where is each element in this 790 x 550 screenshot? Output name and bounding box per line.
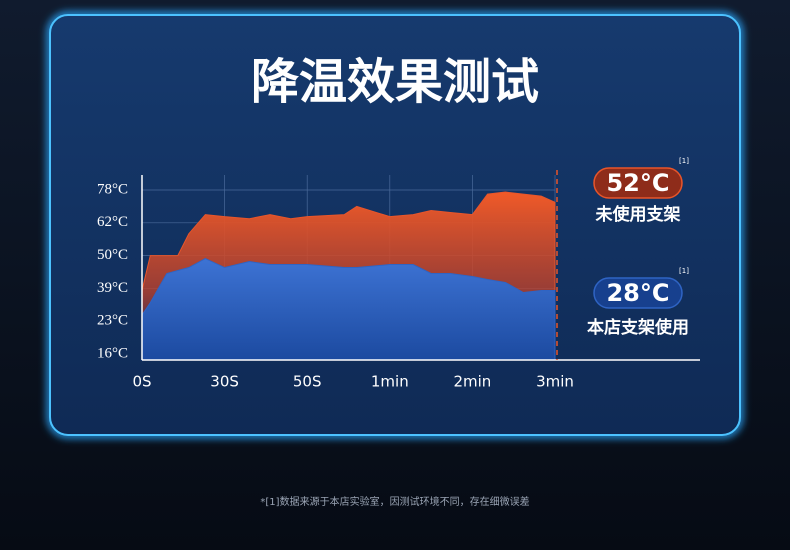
y-tick-label: 23°C: [97, 313, 128, 329]
callout-value: 52°C: [606, 169, 669, 197]
footnote: *[1]数据来源于本店实验室，因测试环境不同，存在细微误差: [260, 495, 529, 508]
area: [141, 258, 556, 361]
x-tick-label: 3min: [536, 373, 574, 391]
y-tick-label: 50°C: [97, 247, 128, 263]
chart-title: 降温效果测试: [251, 54, 539, 110]
x-tick-label: 2min: [453, 373, 491, 391]
legend-label: 本店支架使用: [587, 317, 689, 338]
x-tick-label: 30S: [210, 373, 239, 391]
callout-note: [1]: [679, 267, 689, 275]
callout-pill: [593, 277, 683, 309]
callout-value: 28°C: [606, 279, 669, 307]
x-tick-label: 1min: [371, 373, 409, 391]
x-tick-label: 50S: [293, 373, 322, 391]
callout-pill: [593, 167, 683, 199]
callout-note: [1]: [679, 157, 689, 165]
y-tick-label: 62°C: [97, 214, 128, 230]
x-tick-label: 0S: [132, 373, 151, 391]
y-tick-label: 39°C: [97, 280, 128, 296]
y-tick-label: 16°C: [97, 345, 128, 361]
legend-label: 未使用支架: [595, 204, 681, 225]
y-tick-label: 78°C: [97, 181, 128, 197]
